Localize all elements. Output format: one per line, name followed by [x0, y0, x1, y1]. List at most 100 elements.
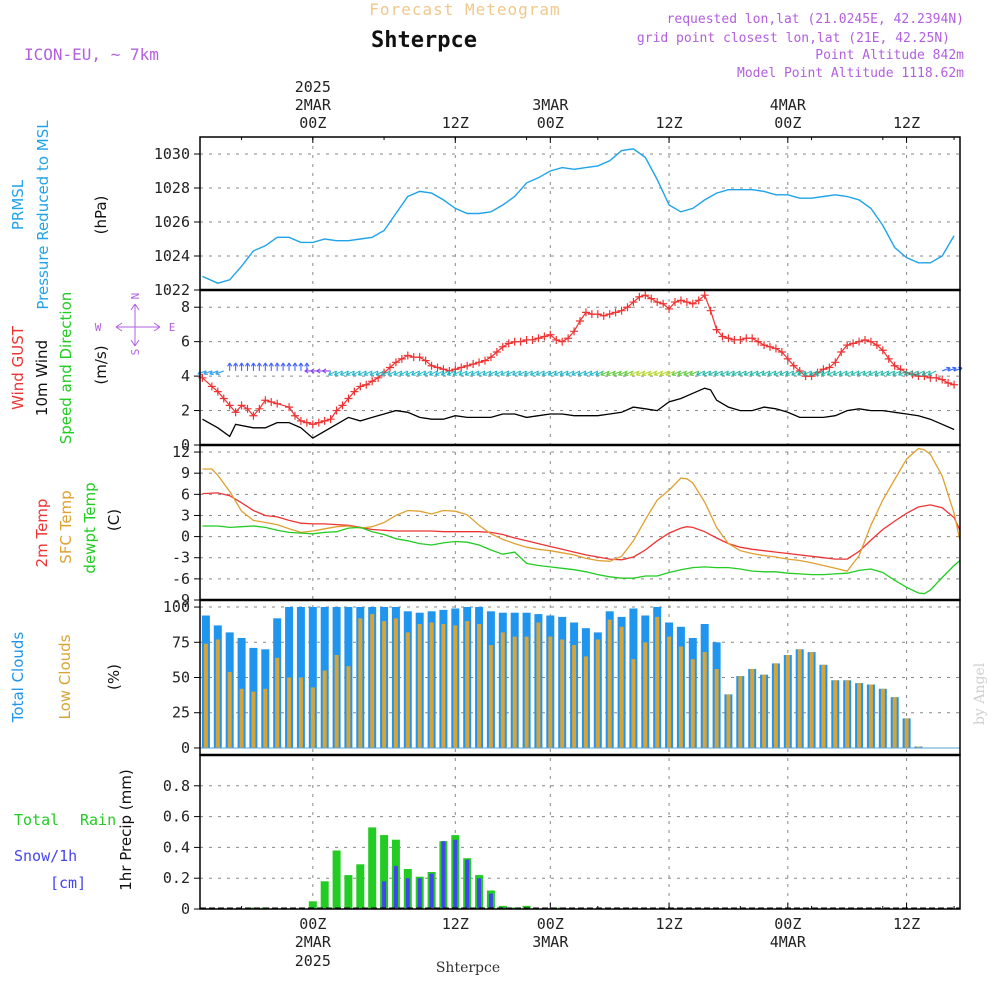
gust-marker	[469, 360, 478, 369]
wind-direction-arrow	[381, 370, 391, 376]
low-cloud-bar	[429, 622, 434, 748]
wind-direction-arrowhead	[749, 371, 755, 376]
wind-direction-arrow	[470, 370, 480, 376]
wind-direction-arrowhead	[559, 371, 565, 376]
low-cloud-bar	[750, 669, 755, 748]
wind-direction-arrow	[636, 370, 646, 376]
label-sfc-temp: SFC Temp	[57, 490, 75, 563]
wind-direction-arrow	[203, 370, 213, 375]
low-cloud-bar	[572, 645, 577, 748]
snow-bar	[405, 878, 410, 909]
wind-direction-arrowhead	[702, 371, 707, 376]
panel-frame	[199, 136, 961, 291]
gust-marker	[611, 308, 620, 317]
wind-direction-arrowhead	[286, 362, 292, 367]
wind-direction-arrowhead	[612, 371, 617, 376]
wind-direction-arrowhead	[606, 371, 611, 376]
y-tick-label: 1030	[154, 145, 190, 163]
label-ms: (m/s)	[92, 345, 110, 384]
total-cloud-bar	[285, 607, 294, 748]
wind-direction-arrow	[803, 370, 812, 376]
wind-direction-arrow	[464, 370, 474, 376]
wind-direction-arrowhead	[209, 370, 214, 376]
wind-direction-arrowhead	[446, 371, 452, 376]
wind-direction-arrowhead	[411, 371, 416, 376]
label-prmsl: PRMSL	[9, 179, 27, 230]
wind-direction-arrow	[904, 370, 913, 376]
wind-direction-arrowhead	[458, 371, 464, 376]
wind-direction-arrow	[405, 370, 414, 376]
y-tick-label: 2	[181, 402, 190, 420]
label-low-clouds: Low Clouds	[56, 634, 74, 719]
compass-rose: W E N S	[95, 293, 176, 356]
wind-direction-arrowhead	[334, 371, 339, 376]
wind-direction-arrow	[749, 370, 759, 376]
y-tick-label: 0	[181, 739, 190, 757]
wind-direction-arrow	[417, 370, 426, 376]
wind-direction-arrow	[524, 370, 533, 376]
y-tick-label: 4	[181, 367, 190, 385]
gust-marker	[635, 292, 644, 301]
wind-direction-arrow	[726, 370, 735, 376]
y-tick-label: 3	[181, 506, 190, 524]
gust-marker	[576, 317, 584, 325]
wind-direction-arrowhead	[665, 371, 671, 376]
title-forecast-meteogram: Forecast Meteogram	[369, 0, 560, 19]
low-cloud-bar	[797, 649, 802, 748]
wind-direction-arrow	[530, 370, 539, 376]
y-tick-label: 0	[181, 528, 190, 546]
wind-direction-arrow	[874, 370, 884, 376]
low-cloud-bar	[536, 622, 541, 748]
wind-direction-arrowhead	[565, 371, 571, 376]
wind-direction-arrow	[683, 370, 694, 376]
wind-direction-arrowhead	[434, 371, 440, 376]
wind-direction-arrow	[761, 370, 771, 376]
wind-direction-arrow	[363, 370, 373, 376]
low-cloud-bar	[405, 632, 410, 748]
gust-marker	[843, 341, 852, 350]
wind-direction-arrowhead	[250, 362, 257, 367]
rain-bar	[308, 901, 317, 909]
y-tick-label: 8	[181, 298, 190, 316]
gust-marker	[564, 334, 573, 343]
label-1hr-precip: 1hr Precip (mm)	[117, 769, 135, 890]
label-percent: (%)	[105, 664, 123, 690]
gust-marker	[700, 291, 709, 300]
station-name: Shterpce	[371, 28, 477, 53]
low-cloud-bar	[773, 663, 778, 748]
gust-marker	[492, 348, 501, 356]
y-tick-label: 0.6	[163, 808, 190, 826]
gust-marker	[267, 397, 276, 406]
wind-direction-arrow	[393, 370, 403, 376]
time-tick-label-top: 4MAR	[770, 96, 807, 114]
wind-direction-arrowhead	[524, 371, 529, 376]
wind-direction-arrow	[815, 370, 824, 376]
wind-direction-arrow	[358, 370, 367, 376]
gust-marker	[481, 356, 489, 365]
y-tick-label: 0.8	[163, 777, 190, 795]
wind-direction-arrow	[743, 370, 753, 376]
gust-marker	[581, 308, 590, 317]
low-cloud-bar	[465, 621, 470, 748]
wind-direction-arrowhead	[262, 362, 268, 367]
wind-direction-arrow	[447, 370, 456, 376]
wind-direction-arrow	[647, 370, 658, 376]
gust-marker	[225, 401, 234, 410]
wind-direction-arrowhead	[618, 371, 623, 376]
gust-marker	[534, 334, 543, 343]
gust-marker	[718, 332, 727, 341]
low-cloud-bar	[453, 625, 458, 748]
low-cloud-bar	[393, 618, 398, 748]
wind-direction-arrow	[352, 370, 361, 376]
wind-direction-arrowhead	[761, 371, 767, 376]
wind-direction-arrowhead	[719, 371, 725, 376]
time-tick-label-bottom: 00Z	[774, 915, 801, 933]
wind-direction-arrow	[553, 370, 563, 376]
rain-bar	[498, 905, 507, 909]
low-cloud-bar	[524, 636, 529, 748]
gust-marker	[463, 361, 472, 370]
low-cloud-bar	[441, 624, 446, 748]
rain-bar	[332, 850, 341, 909]
gust-marker	[771, 344, 780, 353]
label-rain: Rain	[80, 811, 116, 829]
